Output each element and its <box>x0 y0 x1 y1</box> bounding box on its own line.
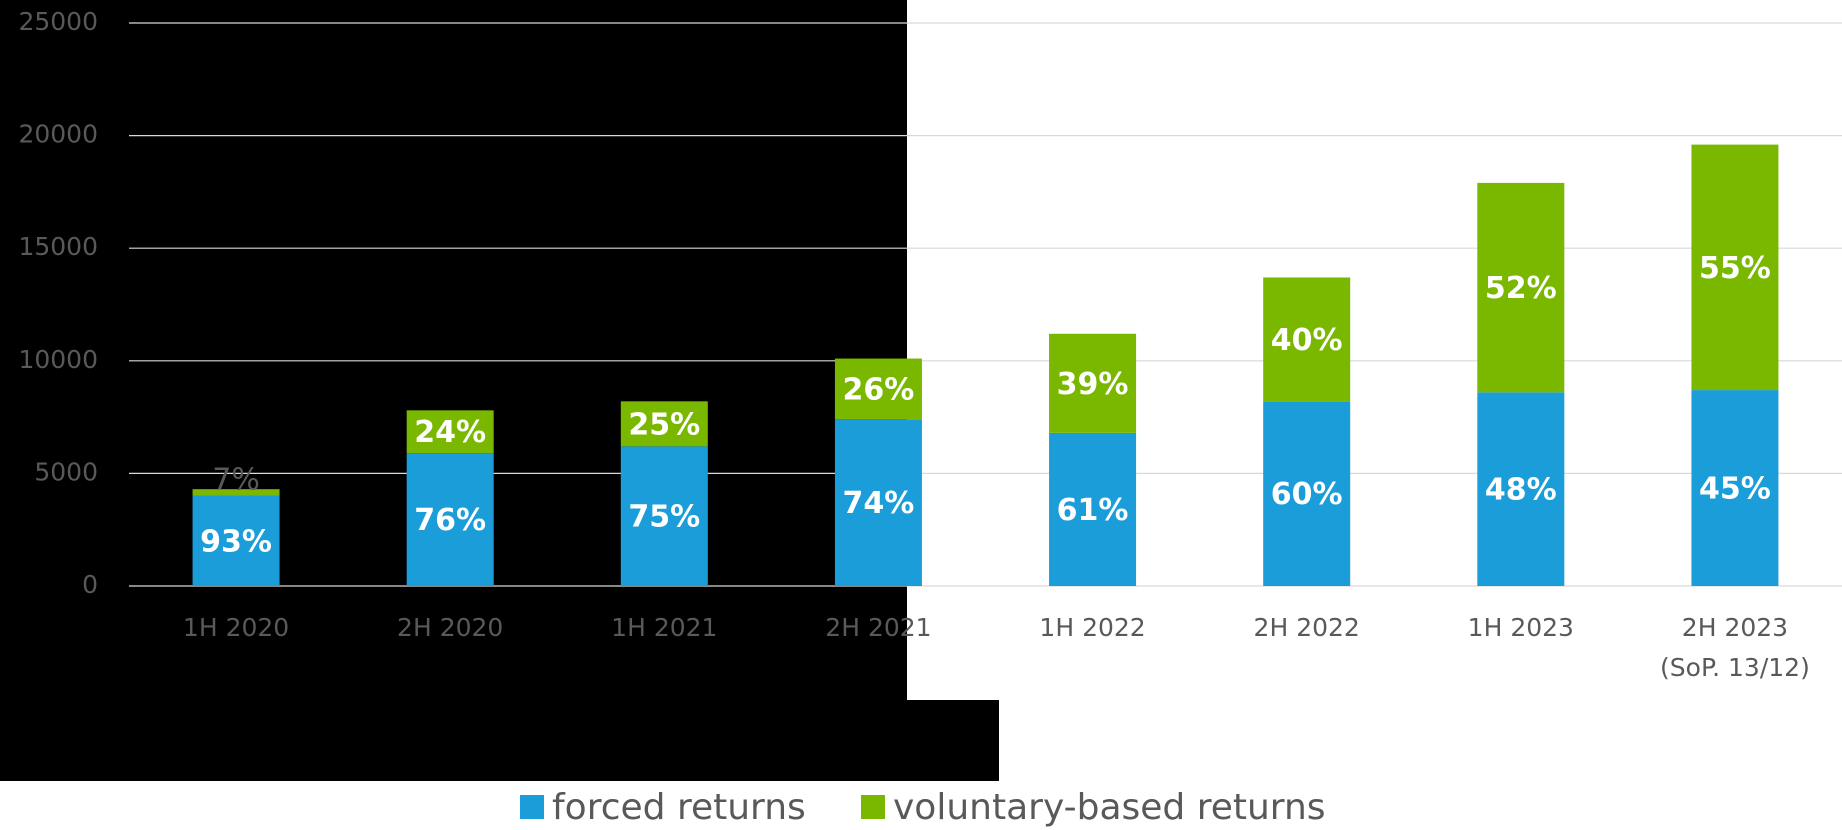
bar-segment <box>192 489 280 496</box>
bar-segment <box>620 401 708 447</box>
bar-segment <box>1477 392 1565 586</box>
data-label: 25% <box>628 407 700 442</box>
data-label: 61% <box>1057 493 1129 528</box>
x-tick-label: 2H 2021 <box>825 613 931 642</box>
legend-swatch <box>520 795 544 819</box>
data-label: 74% <box>843 486 915 521</box>
bar-segment <box>1691 390 1779 586</box>
data-label: 39% <box>1057 367 1129 402</box>
x-tick-label: 1H 2020 <box>183 613 289 642</box>
bar-segment <box>406 410 494 454</box>
x-tick-label: 2H 2022 <box>1254 613 1360 642</box>
x-tick-label: 1H 2021 <box>611 613 717 642</box>
bar-segment <box>406 453 494 586</box>
data-label: 76% <box>414 503 486 538</box>
bar-segment <box>1477 182 1565 393</box>
y-tick-label: 15000 <box>18 232 98 261</box>
bar-segment <box>1049 432 1137 586</box>
x-tick-label-line: (SoP. 13/12) <box>1660 653 1810 682</box>
data-label: 75% <box>628 500 700 535</box>
y-tick-label: 20000 <box>18 120 98 149</box>
data-label: 48% <box>1485 473 1557 508</box>
data-label: 26% <box>843 372 915 407</box>
legend-label: voluntary-based returns <box>893 787 1326 828</box>
data-label: 40% <box>1271 323 1343 358</box>
bar-segment <box>834 419 922 586</box>
bar-segment <box>1049 333 1137 433</box>
x-tick-label: 2H 2023 (SoP. 13/12) <box>1660 613 1810 682</box>
bar-segment <box>1691 144 1779 391</box>
y-tick-label: 0 <box>82 570 98 599</box>
data-label: 93% <box>200 524 272 559</box>
dark-region <box>0 0 907 700</box>
x-tick-label: 1H 2022 <box>1039 613 1145 642</box>
data-label: 7% <box>212 463 260 498</box>
data-label: 55% <box>1699 251 1771 286</box>
x-tick-label: 2H 2020 <box>397 613 503 642</box>
x-tick-label-line: 2H 2023 <box>1682 613 1788 642</box>
bar-segment <box>1263 401 1351 586</box>
bar-segment <box>834 358 922 420</box>
data-label: 45% <box>1699 472 1771 507</box>
bar-segment <box>1263 277 1351 402</box>
data-label: 52% <box>1485 271 1557 306</box>
bar-segment <box>620 446 708 586</box>
y-tick-label: 25000 <box>18 7 98 36</box>
x-tick-label: 1H 2023 <box>1468 613 1574 642</box>
bar-segment <box>192 495 280 586</box>
y-tick-label: 5000 <box>34 457 98 486</box>
legend-swatch <box>861 795 885 819</box>
y-tick-label: 10000 <box>18 345 98 374</box>
data-label: 60% <box>1271 477 1343 512</box>
dark-region <box>0 700 999 781</box>
data-label: 24% <box>414 415 486 450</box>
legend-label: forced returns <box>552 787 806 828</box>
